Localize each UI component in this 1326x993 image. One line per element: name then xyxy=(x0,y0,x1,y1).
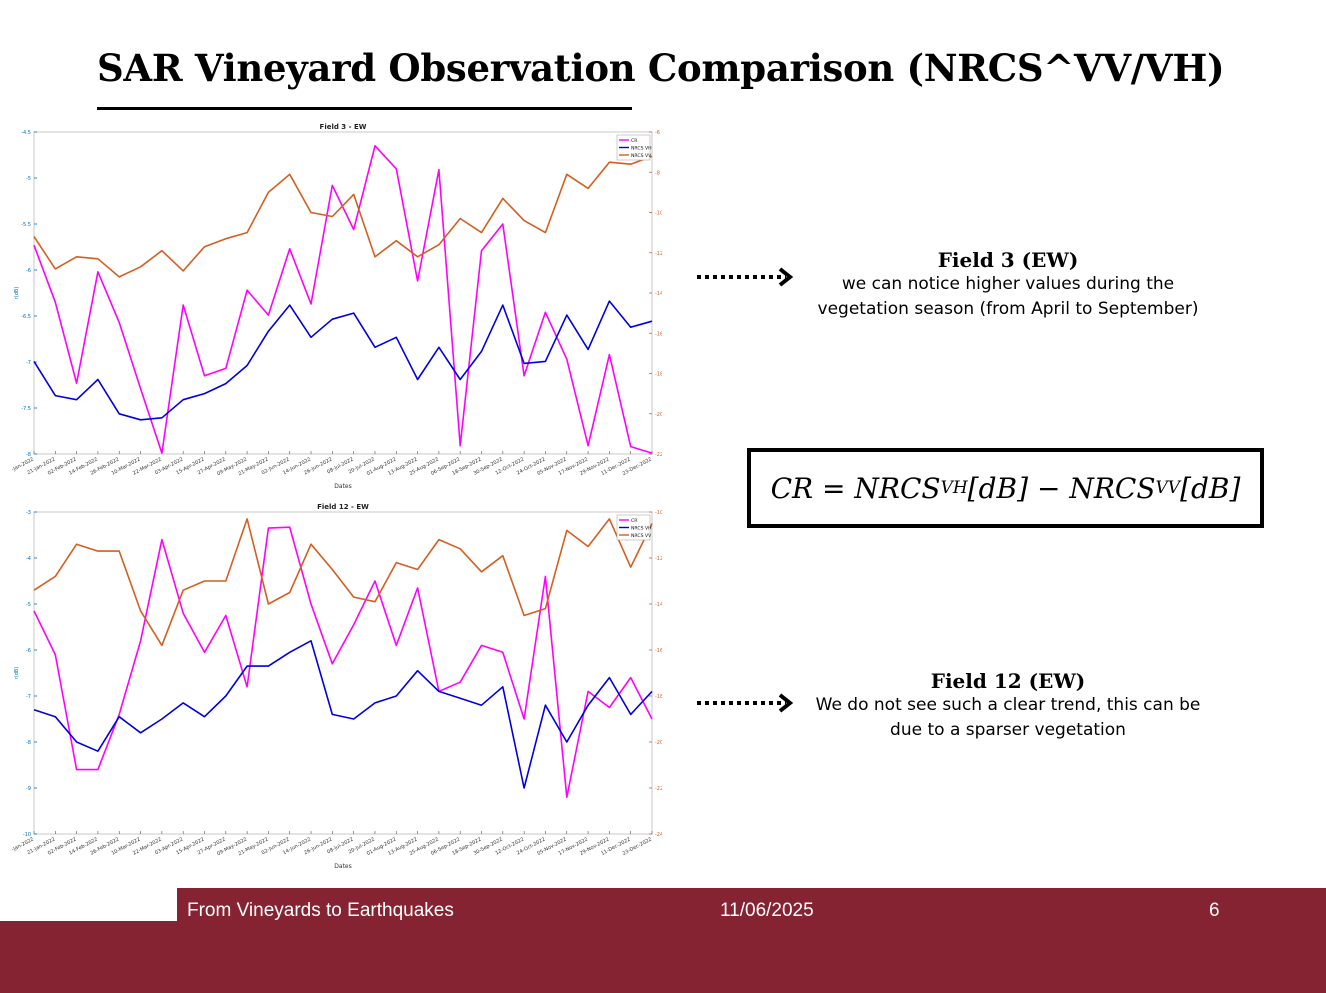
legend-label: CR xyxy=(631,518,638,524)
y-tick-label-left: -3 xyxy=(26,510,31,516)
note-field-3: Field 3 (EW) we can notice higher values… xyxy=(800,248,1216,322)
footer-bar-top xyxy=(177,888,1326,922)
y-tick-label-left: -6.5 xyxy=(21,314,31,320)
series-line-nrcs-vh xyxy=(33,300,653,421)
y-tick-label-left: -9 xyxy=(26,786,31,792)
formula-subscript: VV xyxy=(1155,478,1181,498)
x-axis-label: Dates xyxy=(334,863,351,870)
y-tick-label-right: -16 xyxy=(655,331,662,337)
y-tick-label-left: -6 xyxy=(26,268,31,274)
x-axis-label: Dates xyxy=(334,483,351,490)
legend-label: NRCS VH xyxy=(631,526,652,532)
slide-title: SAR Vineyard Observation Comparison (NRC… xyxy=(97,46,1225,90)
formula-minus: − xyxy=(1036,471,1061,505)
y-tick-label-right: -12 xyxy=(655,556,662,562)
formula-unit: [dB] xyxy=(1180,471,1241,505)
cr-formula: CR = NRCS VH [dB] − NRCS VV [dB] xyxy=(747,448,1264,528)
y-tick-label-right: -20 xyxy=(655,412,662,418)
y-tick-label-left: -7.5 xyxy=(21,406,31,412)
y-tick-label-right: -6 xyxy=(655,130,660,136)
note-field-12: Field 12 (EW) We do not see such a clear… xyxy=(800,669,1216,743)
note-text: we can notice higher values during the xyxy=(841,274,1175,294)
y-tick-label-left: -5.5 xyxy=(21,222,31,228)
legend-box xyxy=(616,514,651,541)
y-tick-label-left: -4 xyxy=(26,556,31,562)
legend-label: NRCS VH xyxy=(631,146,652,152)
note-heading: Field 3 (EW) xyxy=(937,248,1079,272)
y-tick-label-left: -10 xyxy=(23,832,31,838)
footer-date: 11/06/2025 xyxy=(720,900,814,921)
formula-term: NRCS xyxy=(1069,471,1156,505)
series-line-nrcs-vv xyxy=(33,518,653,647)
y-tick-label-left: -8 xyxy=(26,740,31,746)
legend-label: NRCS VV xyxy=(631,153,652,159)
y-tick-label-right: -14 xyxy=(655,291,662,297)
plot-area xyxy=(33,511,653,835)
plot-area xyxy=(33,131,653,455)
y-axis-label-left: r(dB) xyxy=(14,667,20,680)
y-tick-label-right: -20 xyxy=(655,740,662,746)
y-tick-label-right: -16 xyxy=(655,648,662,654)
dotted-arrow-icon xyxy=(697,693,794,713)
dotted-arrow-icon xyxy=(697,267,794,287)
y-tick-label-left: -8 xyxy=(26,452,31,458)
y-tick-label-right: -22 xyxy=(655,786,662,792)
series-line-nrcs-vv xyxy=(33,155,653,278)
y-tick-label-right: -14 xyxy=(655,602,662,608)
series-line-nrcs-vh xyxy=(33,640,653,789)
y-tick-label-right: -18 xyxy=(655,694,662,700)
formula-unit: [dB] xyxy=(967,471,1029,505)
y-tick-label-left: -5 xyxy=(26,602,31,608)
note-text: We do not see such a clear trend, this c… xyxy=(815,695,1201,715)
footer-title: From Vineyards to Earthquakes xyxy=(187,900,454,921)
chart-title: Field 3 - EW xyxy=(320,123,367,131)
chart-field-12: Field 12 - EW -3 -4 -5 -6 -7 -8 -9 -10 -10 -12 -14 -… xyxy=(12,503,662,870)
formula-equals: = xyxy=(822,471,846,505)
y-tick-label-right: -8 xyxy=(655,170,660,176)
chart-field-3: Field 3 - EW -4.5 -5 -5.5 -6 -6.5 -7 -7.5 -8 -6 -8… xyxy=(12,123,662,490)
series-line-cr xyxy=(33,526,653,799)
y-tick-label-right: -18 xyxy=(655,372,662,378)
footer-bar xyxy=(0,921,1326,993)
legend-label: NRCS VV xyxy=(631,533,652,539)
formula-subscript: VH xyxy=(940,478,968,498)
note-heading: Field 12 (EW) xyxy=(930,669,1086,693)
note-text: vegetation season (from April to Septemb… xyxy=(817,299,1199,319)
y-tick-label-left: -7 xyxy=(26,360,31,366)
footer-page-number: 6 xyxy=(1209,900,1220,921)
y-tick-label-left: -5 xyxy=(26,176,31,182)
y-tick-label-right: -10 xyxy=(655,510,662,516)
y-tick-label-right: -24 xyxy=(655,832,662,838)
y-tick-label-left: -4.5 xyxy=(21,130,31,136)
y-tick-label-left: -6 xyxy=(26,648,31,654)
y-tick-label-left: -7 xyxy=(26,694,31,700)
y-tick-label-right: -22 xyxy=(655,452,662,458)
note-text: due to a sparser vegetation xyxy=(890,720,1126,740)
series-line-cr xyxy=(33,144,653,454)
y-axis-label-left: r(dB) xyxy=(14,287,20,300)
legend-label: CR xyxy=(631,138,638,144)
formula-term: NRCS xyxy=(854,471,941,505)
title-underline xyxy=(97,107,632,110)
chart-title: Field 12 - EW xyxy=(317,503,369,511)
y-tick-label-right: -10 xyxy=(655,211,662,217)
formula-lhs: CR xyxy=(770,471,814,505)
y-tick-label-right: -12 xyxy=(655,251,662,257)
